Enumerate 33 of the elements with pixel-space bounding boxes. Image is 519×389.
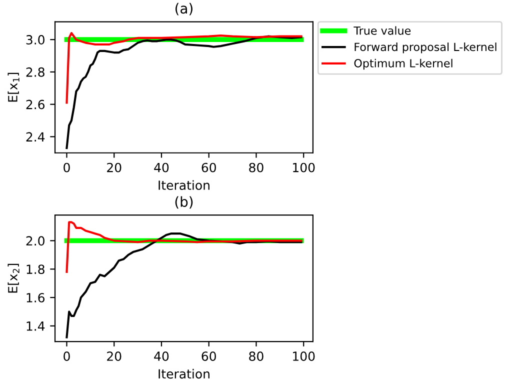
legend-label: True value xyxy=(354,26,411,35)
chart-title: (b) xyxy=(175,196,193,209)
y-tick-label: 1.4 xyxy=(26,322,45,331)
y-tick-label: 3.0 xyxy=(26,35,44,45)
y-tick-label: 2.4 xyxy=(26,132,45,142)
x-tick-label: 100 xyxy=(293,351,315,361)
x-tick-label: 60 xyxy=(202,351,216,361)
legend-label: Forward proposal L-kernel xyxy=(354,42,496,54)
x-tick-label: 100 xyxy=(293,162,315,172)
line-series xyxy=(66,232,302,338)
y-axis-title: E[x$_{1}$] xyxy=(8,72,20,102)
x-tick-label: 40 xyxy=(154,162,169,172)
x-tick-label: 80 xyxy=(249,351,264,361)
x-axis-title: Iteration xyxy=(158,180,210,190)
x-axis-title: Iteration xyxy=(158,368,210,379)
x-tick-label: 0 xyxy=(64,351,70,361)
chart-title: (a) xyxy=(176,2,192,16)
y-tick-label: 2.6 xyxy=(26,100,45,110)
x-tick-label: 80 xyxy=(249,162,264,172)
line-series xyxy=(66,32,302,104)
x-tick-label: 0 xyxy=(64,162,70,172)
y-tick-label: 1.6 xyxy=(26,292,45,302)
x-tick-label: 60 xyxy=(202,162,216,172)
y-tick-label: 1.8 xyxy=(26,264,44,274)
y-tick-label: 2.8 xyxy=(26,67,44,77)
legend-label: Optimum L-kernel xyxy=(354,58,452,70)
line-series xyxy=(66,221,302,273)
x-tick-label: 20 xyxy=(107,162,122,172)
y-axis-title: E[x$_{2}$] xyxy=(8,264,20,293)
line-series xyxy=(66,35,302,150)
x-tick-label: 20 xyxy=(107,351,122,361)
x-tick-label: 40 xyxy=(154,351,169,361)
y-tick-label: 2.0 xyxy=(26,236,44,246)
